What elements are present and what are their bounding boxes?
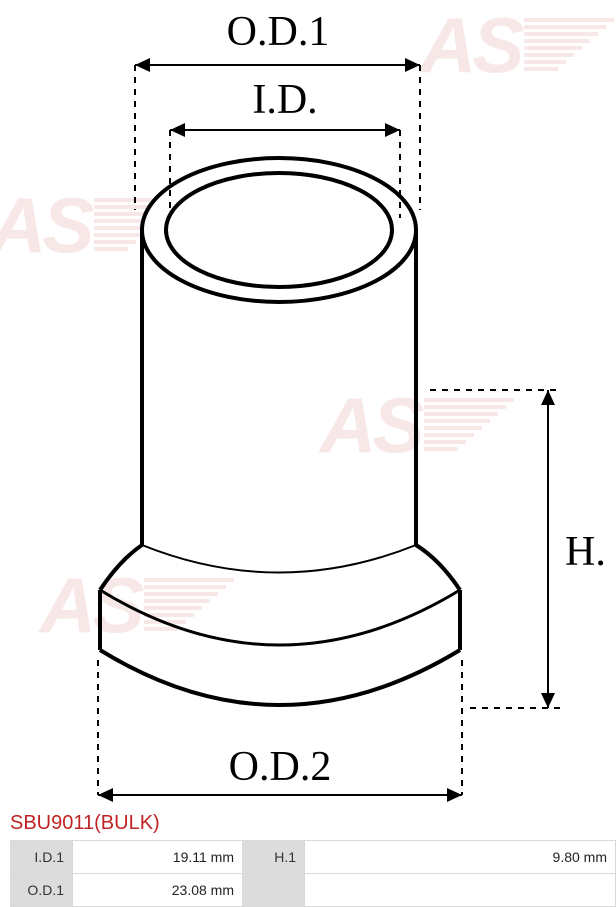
spec-value: 19.11 mm xyxy=(73,841,243,874)
label-h: H. xyxy=(565,529,606,575)
spec-label: I.D.1 xyxy=(11,841,73,874)
spec-table: I.D.1 19.11 mm H.1 9.80 mm O.D.1 23.08 m… xyxy=(10,840,616,907)
table-row: I.D.1 19.11 mm H.1 9.80 mm xyxy=(11,841,616,874)
label-od2: O.D.2 xyxy=(229,744,332,790)
spec-label xyxy=(243,874,305,907)
bushing-drawing: O.D.1 I.D. O.D.2 H. xyxy=(0,0,616,810)
part-title: SBU9011(BULK) xyxy=(10,812,160,835)
spec-label: O.D.1 xyxy=(11,874,73,907)
spec-value xyxy=(305,874,616,907)
spec-value: 9.80 mm xyxy=(305,841,616,874)
spec-label: H.1 xyxy=(243,841,305,874)
label-id: I.D. xyxy=(252,77,317,123)
label-od1: O.D.1 xyxy=(227,9,330,55)
spec-value: 23.08 mm xyxy=(73,874,243,907)
diagram-area: AS AS AS AS xyxy=(0,0,616,810)
table-row: O.D.1 23.08 mm xyxy=(11,874,616,907)
